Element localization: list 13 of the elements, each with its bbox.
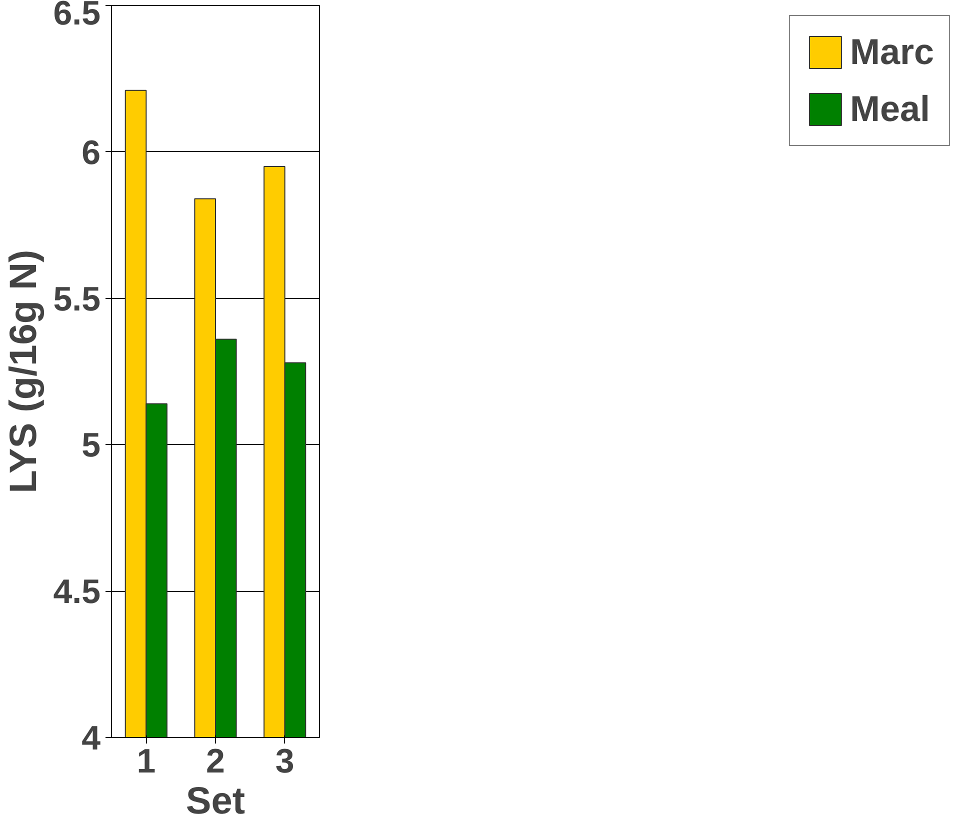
y-tick-label: 5 bbox=[82, 426, 101, 465]
x-tick-label: 2 bbox=[206, 742, 225, 780]
y-tick-label: 5.5 bbox=[53, 280, 100, 318]
x-axis-title: Set bbox=[186, 780, 246, 822]
x-tick-label: 1 bbox=[136, 742, 156, 780]
x-tick-label: 3 bbox=[275, 742, 294, 780]
y-tick-label: 4.5 bbox=[53, 573, 100, 612]
y-tick-label: 6 bbox=[82, 134, 101, 172]
y-axis-title: LYS (g/16g N) bbox=[3, 250, 46, 494]
y-tick-label: 6.5 bbox=[53, 0, 100, 32]
legend-label: Meal bbox=[850, 88, 930, 130]
legend-label: Marc bbox=[850, 31, 934, 73]
y-tick-label: 4 bbox=[82, 720, 101, 758]
